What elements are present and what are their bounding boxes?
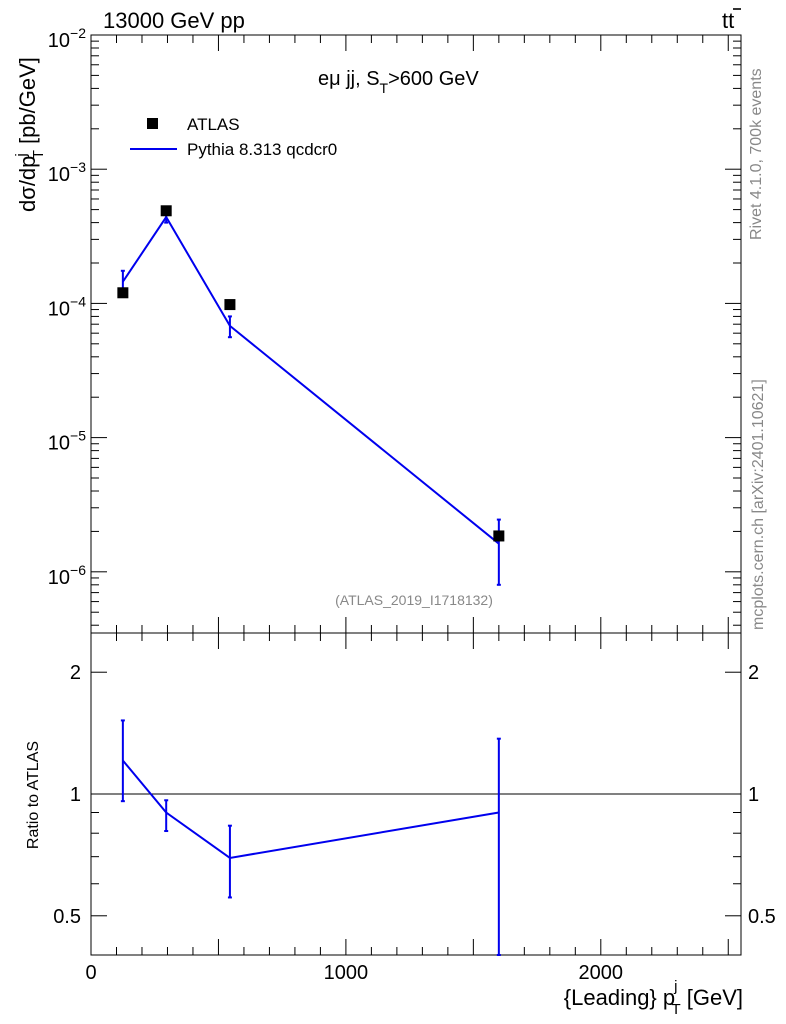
analysis-id-label: (ATLAS_2019_I1718132): [335, 592, 493, 608]
legend-pythia-label: Pythia 8.313 qcdcr0: [187, 140, 337, 159]
pythia-line-main: [122, 215, 500, 545]
ratio-y-tick-label-right-2: 2: [748, 662, 759, 684]
ratio-y-tick-label-2: 2: [70, 662, 81, 684]
legend-atlas-marker: [147, 118, 158, 129]
pythia-series-ratio: [120, 719, 501, 956]
ratio-y-tick-label-0.5: 0.5: [53, 906, 81, 928]
x-tick-label-0: 0: [85, 962, 96, 984]
x-axis-title: {Leading} pj T [GeV]: [564, 978, 743, 1018]
process-label-main: tt: [722, 8, 734, 33]
ratio-y-tick-label-1: 1: [70, 784, 81, 806]
atlas-series-main: [117, 205, 505, 542]
process-label: tt: [722, 8, 734, 33]
main-plot-title: eμ jj, ST>600 GeV: [318, 68, 479, 96]
legend: ATLAS Pythia 8.313 qcdcr0: [130, 115, 337, 159]
ratio-y-axis-title: Ratio to ATLAS: [25, 741, 42, 849]
y-tick-label-1e-6: 10−6: [48, 562, 86, 589]
main-y-axis-title: dσ/dpjT [pb/GeV]: [13, 57, 47, 212]
main-y-tick-labels: 10−6 10−5 10−4 10−3 10−2: [48, 25, 86, 589]
atlas-data-point: [160, 205, 172, 217]
y-tick-label-1e-5: 10−5: [48, 428, 86, 455]
atlas-data-point: [224, 299, 236, 311]
x-tick-label-2000: 2000: [579, 962, 624, 984]
pythia-series-main: [120, 210, 501, 586]
rivet-label: Rivet 4.1.0, 700k events: [748, 68, 765, 240]
main-axis-ticks: [90, 34, 741, 633]
atlas-data-point: [493, 530, 505, 542]
y-tick-label-1e-3: 10−3: [48, 159, 86, 186]
ratio-axis-ticks: [90, 633, 741, 956]
y-tick-label-1e-2: 10−2: [48, 25, 86, 52]
pythia-line-ratio: [122, 759, 500, 859]
ratio-y-tick-label-right-0.5: 0.5: [748, 906, 776, 928]
x-tick-label-1000: 1000: [324, 962, 369, 984]
ratio-y-tick-label-right-1: 1: [748, 784, 759, 806]
mcplots-label: mcplots.cern.ch [arXiv:2401.10621]: [750, 379, 767, 630]
legend-atlas-label: ATLAS: [187, 115, 240, 134]
atlas-data-point: [117, 287, 129, 299]
y-tick-label-1e-4: 10−4: [48, 293, 86, 320]
energy-label: 13000 GeV pp: [103, 8, 245, 33]
